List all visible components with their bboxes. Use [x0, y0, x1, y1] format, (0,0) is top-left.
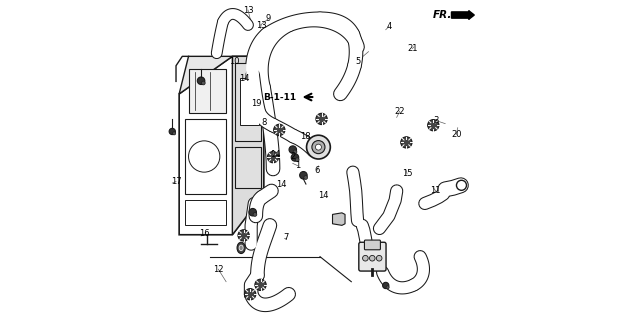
- Polygon shape: [186, 200, 226, 225]
- Circle shape: [401, 137, 412, 148]
- Text: 2: 2: [291, 152, 296, 161]
- Circle shape: [369, 255, 375, 261]
- Polygon shape: [236, 63, 260, 141]
- Circle shape: [293, 150, 297, 154]
- Text: 7: 7: [283, 233, 288, 242]
- Text: 20: 20: [451, 130, 461, 139]
- Polygon shape: [240, 78, 259, 125]
- Text: 19: 19: [252, 99, 262, 108]
- Circle shape: [289, 146, 296, 153]
- Circle shape: [238, 230, 249, 241]
- Ellipse shape: [239, 245, 243, 251]
- Circle shape: [249, 208, 257, 216]
- Circle shape: [197, 77, 205, 85]
- Circle shape: [173, 132, 176, 135]
- Circle shape: [312, 141, 325, 154]
- Text: 11: 11: [431, 187, 441, 195]
- Circle shape: [202, 81, 205, 85]
- Circle shape: [244, 289, 256, 300]
- FancyArrow shape: [451, 11, 474, 19]
- Polygon shape: [236, 147, 260, 188]
- Polygon shape: [333, 213, 345, 225]
- Circle shape: [300, 172, 307, 179]
- Circle shape: [304, 176, 308, 179]
- Text: 14: 14: [269, 151, 280, 159]
- Ellipse shape: [189, 141, 220, 172]
- Text: B-1-11: B-1-11: [264, 93, 296, 101]
- Circle shape: [456, 180, 467, 190]
- Circle shape: [268, 151, 278, 163]
- Text: 17: 17: [171, 177, 181, 186]
- Polygon shape: [232, 56, 264, 235]
- Text: 14: 14: [318, 191, 328, 200]
- Text: 22: 22: [395, 107, 405, 115]
- Polygon shape: [179, 56, 232, 94]
- Circle shape: [169, 128, 175, 135]
- Text: 13: 13: [243, 6, 254, 14]
- Circle shape: [428, 120, 439, 131]
- Ellipse shape: [237, 242, 245, 254]
- Text: 8: 8: [262, 118, 267, 126]
- Circle shape: [253, 213, 257, 216]
- Text: 6: 6: [314, 166, 319, 175]
- Text: 14: 14: [239, 74, 250, 83]
- Text: FR.: FR.: [433, 10, 452, 20]
- Circle shape: [274, 124, 285, 136]
- Text: 1: 1: [296, 162, 301, 170]
- Text: 5: 5: [355, 57, 360, 65]
- Text: 3: 3: [433, 116, 438, 125]
- Text: 18: 18: [300, 132, 310, 141]
- Text: 21: 21: [407, 44, 417, 53]
- Circle shape: [376, 255, 382, 261]
- Text: 15: 15: [402, 169, 412, 178]
- Circle shape: [316, 113, 327, 125]
- Text: 16: 16: [199, 229, 209, 238]
- Text: 12: 12: [213, 265, 223, 274]
- Circle shape: [363, 255, 368, 261]
- Circle shape: [255, 279, 266, 290]
- Circle shape: [291, 154, 299, 161]
- Polygon shape: [186, 119, 226, 194]
- Text: 13: 13: [256, 21, 266, 29]
- Polygon shape: [189, 69, 226, 113]
- Circle shape: [316, 144, 321, 150]
- Polygon shape: [179, 56, 264, 235]
- Text: 4: 4: [386, 22, 392, 31]
- Circle shape: [295, 158, 299, 162]
- Circle shape: [386, 286, 389, 289]
- FancyBboxPatch shape: [364, 240, 380, 250]
- Circle shape: [383, 282, 389, 289]
- Text: 14: 14: [276, 180, 286, 189]
- Text: 9: 9: [266, 14, 271, 23]
- Circle shape: [307, 135, 330, 159]
- Text: 10: 10: [228, 57, 239, 65]
- FancyBboxPatch shape: [359, 242, 386, 271]
